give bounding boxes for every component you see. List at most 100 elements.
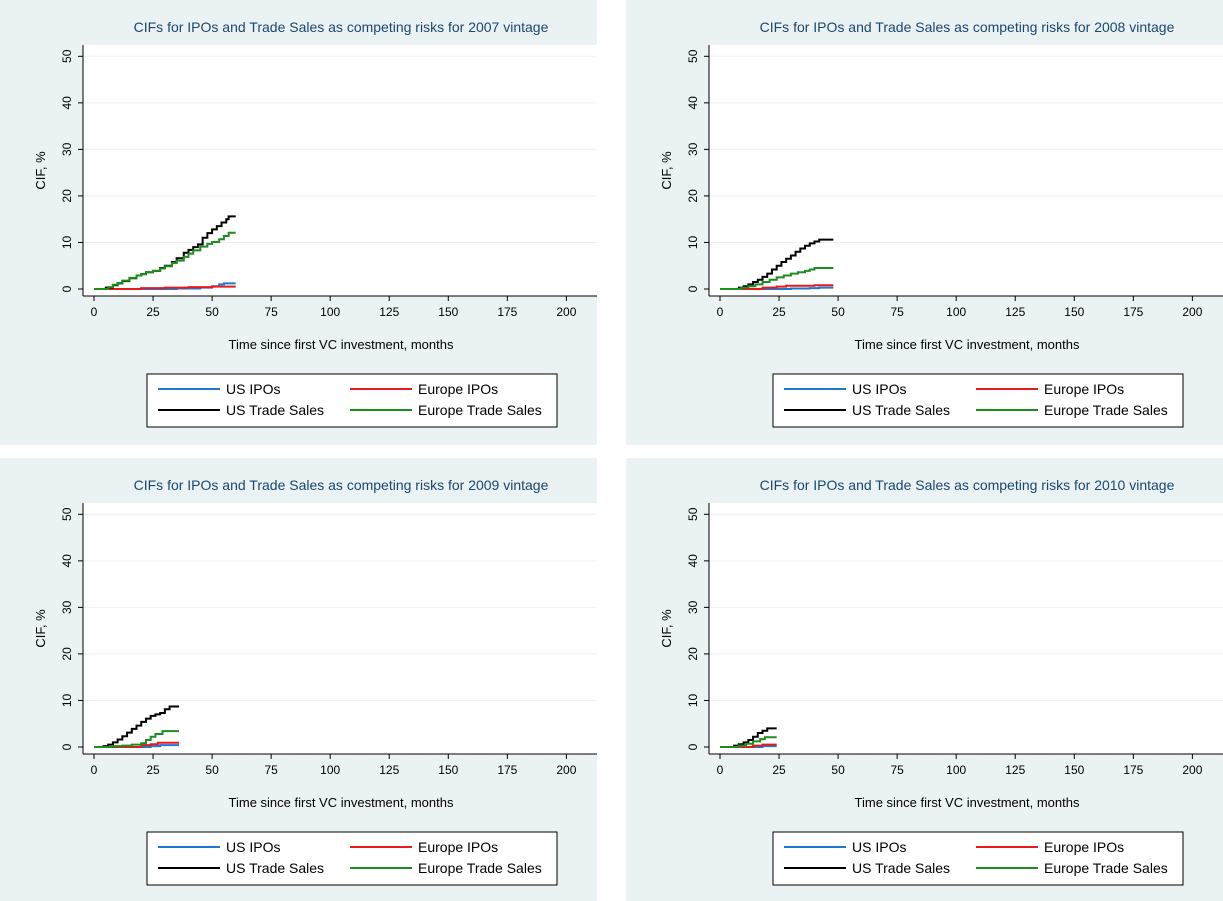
x-tick-label: 200	[1182, 305, 1202, 319]
series-line-europe-trade-sales	[720, 736, 777, 748]
y-tick-label: 50	[60, 507, 74, 521]
x-tick-label: 150	[438, 305, 458, 319]
x-tick-label: 50	[205, 763, 219, 777]
x-tick-label: 50	[831, 305, 845, 319]
legend-label: Europe IPOs	[1044, 381, 1124, 397]
legend-label: US Trade Sales	[226, 402, 324, 418]
x-tick-label: 0	[91, 763, 98, 777]
x-tick-label: 100	[320, 305, 340, 319]
legend: US IPOs Europe IPOs US Trade Sales Europe T…	[146, 373, 558, 428]
y-axis-label: CIF, %	[659, 609, 674, 648]
y-tick-label: 30	[60, 600, 74, 614]
x-tick-label: 50	[205, 305, 219, 319]
legend-label: Europe IPOs	[418, 381, 498, 397]
y-tick-label: 0	[60, 285, 74, 292]
series-line-europe-ipos	[720, 743, 777, 748]
chart-title: CIFs for IPOs and Trade Sales as competi…	[134, 477, 549, 493]
legend-box	[146, 373, 558, 428]
legend-label: US IPOs	[226, 381, 280, 397]
x-tick-label: 100	[946, 305, 966, 319]
plot-area	[83, 45, 597, 296]
series-line-europe-ipos	[720, 284, 834, 290]
y-tick-label: 20	[686, 189, 700, 203]
legend-label: Europe Trade Sales	[418, 860, 542, 876]
x-tick-label: 175	[1123, 305, 1143, 319]
x-tick-label: 200	[1182, 763, 1202, 777]
legend-label: Europe Trade Sales	[418, 402, 542, 418]
x-tick-label: 25	[772, 305, 786, 319]
legend-box	[146, 831, 558, 886]
x-tick-label: 150	[438, 763, 458, 777]
chart-svg: CIFs for IPOs and Trade Sales as competi…	[659, 477, 1223, 886]
x-tick-label: 150	[1064, 305, 1084, 319]
chart-svg: CIFs for IPOs and Trade Sales as competi…	[33, 477, 597, 886]
x-tick-label: 25	[772, 763, 786, 777]
x-tick-label: 200	[556, 305, 576, 319]
chart-panel-2009: CIFs for IPOs and Trade Sales as competi…	[0, 458, 597, 901]
y-axis-label: CIF, %	[659, 151, 674, 190]
x-tick-label: 125	[379, 305, 399, 319]
series-line-europe-trade-sales	[94, 730, 180, 748]
series-line-us-trade-sales	[94, 705, 180, 748]
y-tick-label: 50	[686, 507, 700, 521]
x-tick-label: 75	[264, 763, 278, 777]
legend-label: US Trade Sales	[226, 860, 324, 876]
legend-label: US Trade Sales	[852, 860, 950, 876]
legend: US IPOs Europe IPOs US Trade Sales Europe T…	[146, 831, 558, 886]
x-tick-label: 75	[890, 305, 904, 319]
x-tick-label: 175	[497, 763, 517, 777]
series-line-europe-ipos	[94, 285, 236, 290]
legend-label: Europe IPOs	[1044, 839, 1124, 855]
y-axis-label: CIF, %	[33, 151, 48, 190]
chart-title: CIFs for IPOs and Trade Sales as competi…	[760, 19, 1175, 35]
chart-title: CIFs for IPOs and Trade Sales as competi…	[134, 19, 549, 35]
y-tick-label: 50	[686, 49, 700, 63]
plot-area	[83, 503, 597, 754]
legend-box	[772, 373, 1184, 428]
y-tick-label: 50	[60, 49, 74, 63]
x-tick-label: 0	[717, 305, 724, 319]
plot-area	[709, 503, 1223, 754]
y-tick-label: 0	[686, 743, 700, 750]
y-tick-label: 40	[686, 96, 700, 110]
x-tick-label: 125	[379, 763, 399, 777]
legend-box	[772, 831, 1184, 886]
legend-label: Europe IPOs	[418, 839, 498, 855]
series-line-europe-trade-sales	[720, 267, 834, 290]
series-line-europe-ipos	[94, 741, 180, 748]
chart-panel-2010: CIFs for IPOs and Trade Sales as competi…	[626, 458, 1223, 901]
x-axis-label: Time since first VC investment, months	[229, 795, 454, 810]
chart-svg: CIFs for IPOs and Trade Sales as competi…	[33, 19, 597, 428]
legend-label: US Trade Sales	[852, 402, 950, 418]
legend-label: US IPOs	[852, 381, 906, 397]
x-tick-label: 50	[831, 763, 845, 777]
legend-label: Europe Trade Sales	[1044, 402, 1168, 418]
y-tick-label: 40	[686, 554, 700, 568]
x-tick-label: 100	[320, 763, 340, 777]
legend-label: Europe Trade Sales	[1044, 860, 1168, 876]
x-tick-label: 175	[497, 305, 517, 319]
x-axis-label: Time since first VC investment, months	[855, 337, 1080, 352]
x-tick-label: 125	[1005, 763, 1025, 777]
y-tick-label: 30	[686, 142, 700, 156]
x-tick-label: 0	[91, 305, 98, 319]
y-tick-label: 0	[686, 285, 700, 292]
x-tick-label: 175	[1123, 763, 1143, 777]
x-axis-label: Time since first VC investment, months	[855, 795, 1080, 810]
x-tick-label: 200	[556, 763, 576, 777]
x-tick-label: 75	[264, 305, 278, 319]
legend: US IPOs Europe IPOs US Trade Sales Europe T…	[772, 831, 1184, 886]
y-tick-label: 10	[60, 235, 74, 249]
y-tick-label: 20	[60, 647, 74, 661]
x-tick-label: 125	[1005, 305, 1025, 319]
y-tick-label: 10	[60, 693, 74, 707]
x-tick-label: 0	[717, 763, 724, 777]
series-line-us-trade-sales	[720, 727, 777, 748]
chart-svg: CIFs for IPOs and Trade Sales as competi…	[659, 19, 1223, 428]
y-tick-label: 20	[686, 647, 700, 661]
x-tick-label: 25	[146, 305, 160, 319]
y-tick-label: 30	[686, 600, 700, 614]
x-axis-label: Time since first VC investment, months	[229, 337, 454, 352]
chart-panel-2008: CIFs for IPOs and Trade Sales as competi…	[626, 0, 1223, 445]
legend: US IPOs Europe IPOs US Trade Sales Europe T…	[772, 373, 1184, 428]
